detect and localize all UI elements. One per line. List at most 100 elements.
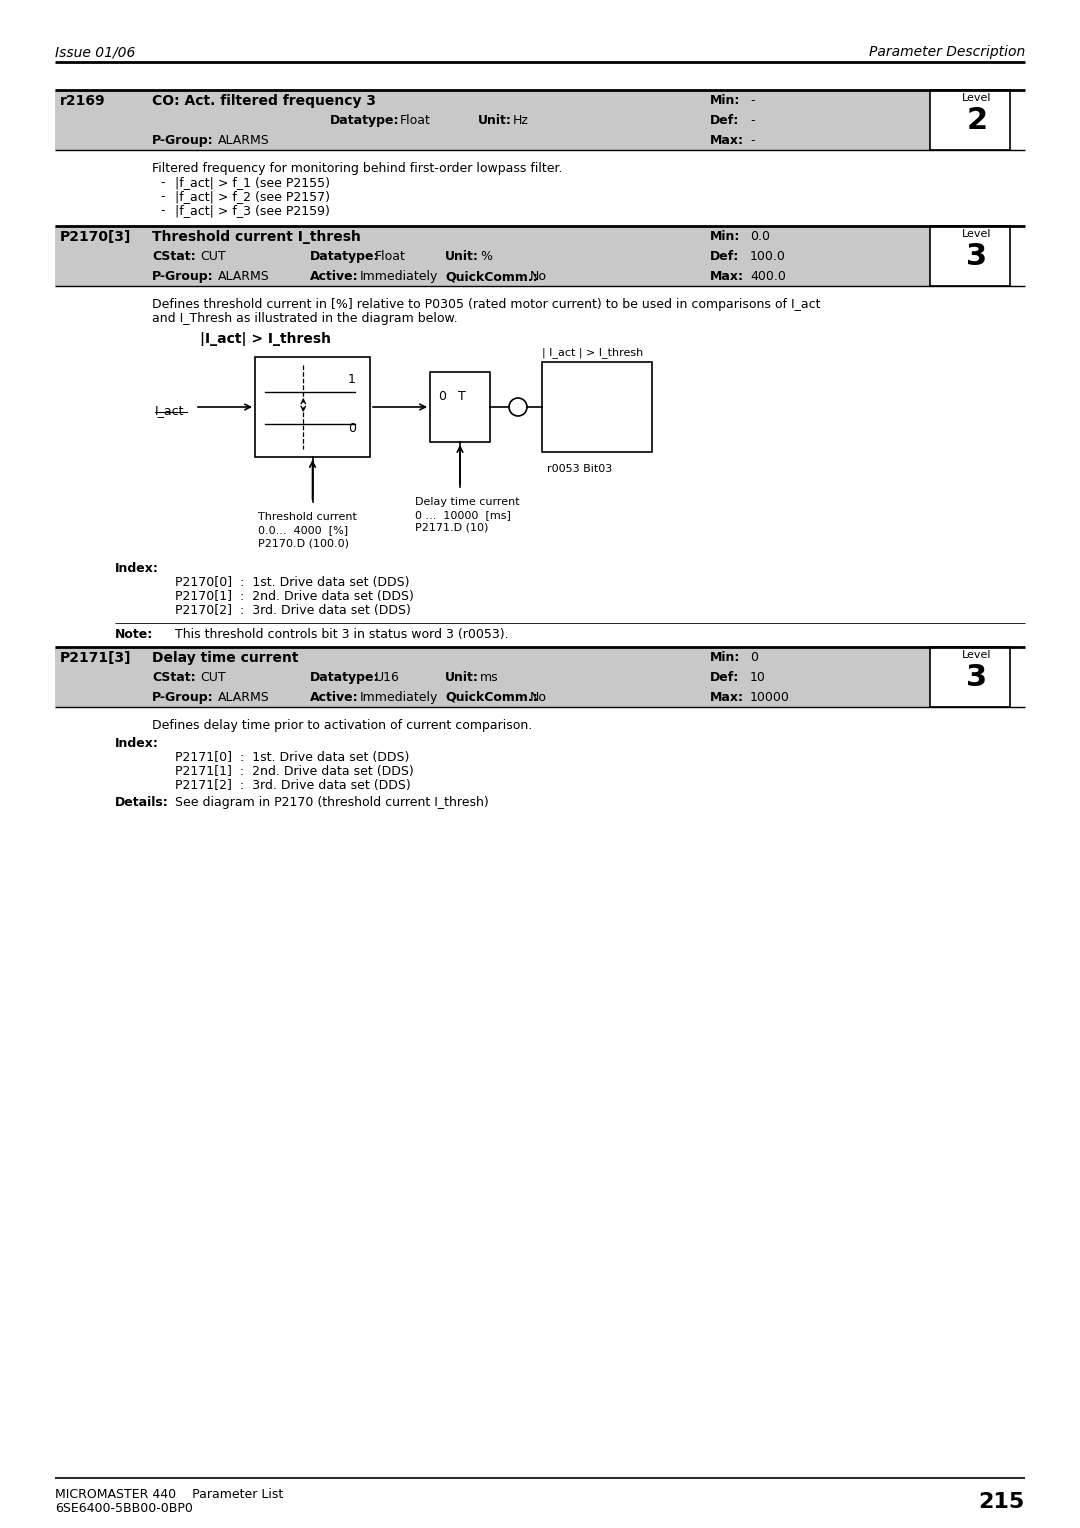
Text: I_act: I_act [156, 403, 185, 417]
Text: 0: 0 [750, 651, 758, 665]
Text: |f_act| > f_2 (see P2157): |f_act| > f_2 (see P2157) [175, 189, 330, 203]
Text: 0 ...  10000  [ms]: 0 ... 10000 [ms] [415, 510, 511, 520]
Text: Unit:: Unit: [478, 115, 512, 127]
Text: Details:: Details: [114, 796, 168, 808]
Text: 10000: 10000 [750, 691, 789, 704]
Text: Note:: Note: [114, 628, 153, 642]
Text: Defines threshold current in [%] relative to P0305 (rated motor current) to be u: Defines threshold current in [%] relativ… [152, 298, 821, 312]
Text: ms: ms [480, 671, 499, 685]
Text: P2170.D (100.0): P2170.D (100.0) [257, 538, 349, 549]
Text: P2171.D (10): P2171.D (10) [415, 523, 488, 533]
Text: Index:: Index: [114, 562, 159, 575]
Text: Immediately: Immediately [360, 691, 438, 704]
Text: -: - [160, 205, 164, 217]
Text: Immediately: Immediately [360, 270, 438, 283]
Text: -: - [160, 189, 164, 203]
Text: Index:: Index: [114, 736, 159, 750]
Text: P2171[1]  :  2nd. Drive data set (DDS): P2171[1] : 2nd. Drive data set (DDS) [175, 766, 414, 778]
Text: P2170[0]  :  1st. Drive data set (DDS): P2170[0] : 1st. Drive data set (DDS) [175, 576, 409, 588]
Text: ALARMS: ALARMS [218, 270, 270, 283]
Text: QuickComm.:: QuickComm.: [445, 691, 538, 704]
Circle shape [509, 397, 527, 416]
Text: Max:: Max: [710, 134, 744, 147]
Text: P-Group:: P-Group: [152, 134, 214, 147]
Text: See diagram in P2170 (threshold current I_thresh): See diagram in P2170 (threshold current … [175, 796, 489, 808]
Text: MICROMASTER 440    Parameter List: MICROMASTER 440 Parameter List [55, 1488, 283, 1500]
Bar [255, 358, 370, 457]
Text: Level: Level [962, 649, 991, 660]
Text: -: - [750, 134, 755, 147]
Text: and I_Thresh as illustrated in the diagram below.: and I_Thresh as illustrated in the diagr… [152, 312, 458, 325]
Text: P2170[2]  :  3rd. Drive data set (DDS): P2170[2] : 3rd. Drive data set (DDS) [175, 604, 410, 617]
Bar [542, 362, 652, 452]
Text: |f_act| > f_3 (see P2159): |f_act| > f_3 (see P2159) [175, 205, 329, 217]
Bar [930, 226, 1010, 286]
Text: Def:: Def: [710, 251, 739, 263]
Text: Float: Float [375, 251, 406, 263]
Text: Datatype:: Datatype: [310, 251, 379, 263]
Text: Min:: Min: [710, 95, 741, 107]
Text: Active:: Active: [310, 270, 359, 283]
Text: -: - [750, 95, 755, 107]
Text: |f_act| > f_1 (see P2155): |f_act| > f_1 (see P2155) [175, 176, 330, 189]
Text: 0: 0 [348, 422, 356, 435]
Text: CStat:: CStat: [152, 251, 195, 263]
Text: 2: 2 [967, 105, 987, 134]
Bar [55, 226, 930, 286]
Text: P-Group:: P-Group: [152, 270, 214, 283]
Text: -: - [160, 176, 164, 189]
Text: Float: Float [400, 115, 431, 127]
Text: 215: 215 [978, 1491, 1025, 1513]
Text: No: No [530, 270, 546, 283]
Text: 3: 3 [967, 241, 987, 270]
Text: Level: Level [962, 93, 991, 102]
Bar [55, 646, 930, 707]
Text: 1: 1 [348, 373, 356, 387]
Text: %: % [480, 251, 492, 263]
Text: Hz: Hz [513, 115, 529, 127]
Text: Delay time current: Delay time current [415, 497, 519, 507]
Text: This threshold controls bit 3 in status word 3 (r0053).: This threshold controls bit 3 in status … [175, 628, 509, 642]
Text: 3: 3 [967, 663, 987, 692]
Text: ALARMS: ALARMS [218, 691, 270, 704]
Text: Defines delay time prior to activation of current comparison.: Defines delay time prior to activation o… [152, 720, 532, 732]
Text: -: - [750, 115, 755, 127]
Bar [430, 371, 490, 442]
Text: CStat:: CStat: [152, 671, 195, 685]
Text: Filtered frequency for monitoring behind first-order lowpass filter.: Filtered frequency for monitoring behind… [152, 162, 563, 176]
Text: QuickComm.:: QuickComm.: [445, 270, 538, 283]
Text: P-Group:: P-Group: [152, 691, 214, 704]
Text: Def:: Def: [710, 115, 739, 127]
Text: P2171[2]  :  3rd. Drive data set (DDS): P2171[2] : 3rd. Drive data set (DDS) [175, 779, 410, 792]
Text: 0: 0 [438, 390, 446, 403]
Text: Datatype:: Datatype: [330, 115, 400, 127]
Bar [55, 90, 930, 150]
Text: Max:: Max: [710, 270, 744, 283]
Text: Unit:: Unit: [445, 251, 478, 263]
Text: Def:: Def: [710, 671, 739, 685]
Text: Datatype:: Datatype: [310, 671, 379, 685]
Text: 100.0: 100.0 [750, 251, 786, 263]
Text: CUT: CUT [200, 251, 226, 263]
Text: Unit:: Unit: [445, 671, 478, 685]
Text: P2171[0]  :  1st. Drive data set (DDS): P2171[0] : 1st. Drive data set (DDS) [175, 750, 409, 764]
Text: | I_act | > I_thresh: | I_act | > I_thresh [542, 347, 644, 358]
Bar [930, 646, 1010, 707]
Text: Level: Level [962, 229, 991, 238]
Text: T: T [458, 390, 465, 403]
Text: Threshold current: Threshold current [257, 512, 356, 523]
Text: 0.0: 0.0 [750, 231, 770, 243]
Text: U16: U16 [375, 671, 400, 685]
Bar [930, 90, 1010, 150]
Text: 10: 10 [750, 671, 766, 685]
Text: P2170[1]  :  2nd. Drive data set (DDS): P2170[1] : 2nd. Drive data set (DDS) [175, 590, 414, 604]
Text: r0053 Bit03: r0053 Bit03 [546, 465, 612, 474]
Text: P2171[3]: P2171[3] [60, 651, 132, 665]
Text: P2170[3]: P2170[3] [60, 231, 132, 244]
Text: 6SE6400-5BB00-0BP0: 6SE6400-5BB00-0BP0 [55, 1502, 193, 1514]
Text: CO: Act. filtered frequency 3: CO: Act. filtered frequency 3 [152, 95, 376, 108]
Text: Active:: Active: [310, 691, 359, 704]
Text: Delay time current: Delay time current [152, 651, 298, 665]
Text: 0.0...  4000  [%]: 0.0... 4000 [%] [257, 526, 348, 535]
Text: Min:: Min: [710, 651, 741, 665]
